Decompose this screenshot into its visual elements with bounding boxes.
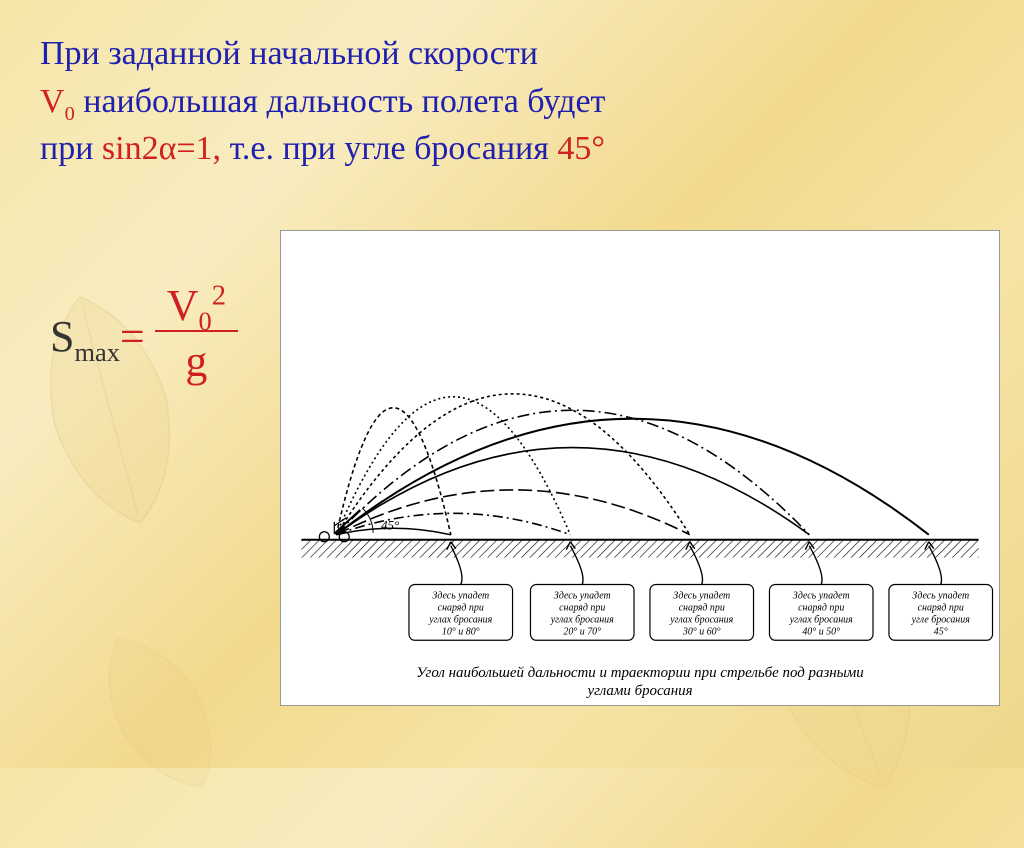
- landing-text: снаряд при: [679, 602, 725, 613]
- landing-text: Здесь упадет: [554, 590, 611, 601]
- landing-text: Здесь упадет: [912, 590, 969, 601]
- landing-text: угле бросания: [911, 614, 971, 625]
- landing-text: Здесь упадет: [793, 590, 850, 601]
- title-line3b: т.е. при угле бросания: [230, 130, 558, 167]
- traj-60: [336, 394, 690, 535]
- trajectory-diagram: 45° Здесь упадетснаряд приуглах бросания…: [280, 230, 1000, 706]
- formula-eq: =: [120, 311, 145, 362]
- traj-50: [336, 410, 809, 534]
- angle-45-label: 45°: [381, 518, 399, 533]
- landing-angle-text: 10° и 80°: [442, 626, 480, 637]
- traj-20: [336, 513, 570, 534]
- landing-text: углах бросания: [550, 614, 614, 625]
- formula-s: Smax: [50, 311, 120, 362]
- trajectories-group: [336, 394, 929, 535]
- title-angle: 45°: [557, 130, 605, 167]
- landing-angle-text: 20° и 70°: [563, 626, 601, 637]
- landing-angle-text: 30° и 60°: [682, 626, 721, 637]
- title-sin: sin2α=1,: [102, 130, 221, 167]
- formula-smax: Smax = V02 g: [50, 282, 238, 392]
- traj-40: [336, 448, 809, 535]
- title-v0: V0: [40, 83, 75, 120]
- landing-text: углах бросания: [669, 614, 733, 625]
- landing-angle-text: 40° и 50°: [802, 626, 840, 637]
- traj-45: [336, 419, 929, 535]
- landing-text: снаряд при: [438, 602, 484, 613]
- landing-text: снаряд при: [559, 602, 605, 613]
- landing-text: Здесь упадет: [673, 590, 730, 601]
- formula-numerator: V02: [155, 282, 238, 332]
- diagram-caption-2: углами бросания: [585, 683, 692, 699]
- ground-hatch: [301, 540, 978, 558]
- title-line1: При заданной начальной скорости: [40, 35, 538, 72]
- landing-text: Здесь упадет: [432, 590, 489, 601]
- landing-text: снаряд при: [918, 602, 964, 613]
- formula-fraction: V02 g: [155, 282, 238, 392]
- diagram-caption-1: Угол наибольшей дальности и траектории п…: [416, 665, 864, 681]
- landing-text: снаряд при: [798, 602, 844, 613]
- landing-text: углах бросания: [789, 614, 853, 625]
- title-block: При заданной начальной скорости V0 наибо…: [40, 30, 984, 173]
- title-line3a: при: [40, 130, 102, 167]
- formula-denominator: g: [173, 332, 219, 391]
- landing-angle-text: 45°: [934, 626, 948, 637]
- landing-text: углах бросания: [428, 614, 492, 625]
- title-line2b: наибольшая дальность полета будет: [83, 83, 605, 120]
- bg-leaf-3: [26, 581, 294, 846]
